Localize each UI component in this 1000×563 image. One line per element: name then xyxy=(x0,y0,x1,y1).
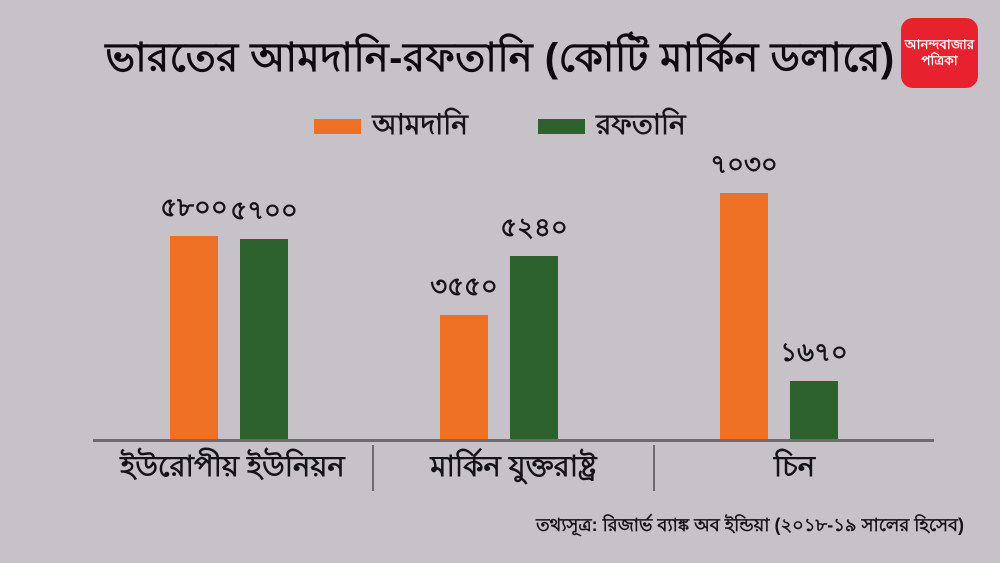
legend-label-imports: আমদানি xyxy=(372,109,469,140)
plot-area: ৫৮০০ ৩৫৫০ ৭০৩০ ৫৭০০ ৫২৪০ ১৬৭০ xyxy=(93,149,934,442)
bar-value-label-import-0: ৫৮০০ xyxy=(160,192,228,222)
exports-color-swatch xyxy=(538,119,586,134)
bar-value-label-export-1: ৫২৪০ xyxy=(500,212,568,242)
legend-item-exports: রফতানি xyxy=(538,103,686,150)
logo-text-line2: পত্রিকা xyxy=(921,53,958,68)
bar-value-label-import-1: ৩৫৫০ xyxy=(430,271,498,301)
bar-import-1 xyxy=(440,315,488,439)
bar-import-0 xyxy=(170,236,218,439)
x-axis-category-row: ইউরোপীয় ইউনিয়ন মার্কিন যুক্তরাষ্ট্র চি… xyxy=(93,445,934,491)
chart-title: ভারতের আমদানি-রফতানি (কোটি মার্কিন ডলারে… xyxy=(105,36,895,80)
bar-import-2 xyxy=(720,193,768,439)
legend-label-exports: রফতানি xyxy=(596,109,686,140)
source-note: তথ্যসূত্র: রিজার্ভ ব্যাঙ্ক অব ইন্ডিয়া (… xyxy=(536,515,964,535)
category-label-china: চিন xyxy=(653,445,934,491)
chart-legend: আমদানি রফতানি xyxy=(0,103,1000,150)
anandabazar-patrika-logo: আনন্দবাজার পত্রিকা xyxy=(901,18,978,88)
category-label-united-states: মার্কিন যুক্তরাষ্ট্র xyxy=(372,445,653,491)
bar-value-label-import-2: ৭০৩০ xyxy=(710,149,778,179)
bar-export-2 xyxy=(790,381,838,439)
legend-item-imports: আমদানি xyxy=(314,103,468,150)
bar-export-0 xyxy=(240,239,288,439)
category-label-european-union: ইউরোপীয় ইউনিয়ন xyxy=(120,450,345,483)
logo-text-line1: আনন্দবাজার xyxy=(904,37,975,53)
bar-export-1 xyxy=(510,256,558,439)
bar-value-label-export-0: ৫৭০০ xyxy=(230,195,298,225)
imports-color-swatch xyxy=(314,119,362,134)
bar-value-label-export-2: ১৬৭০ xyxy=(780,337,848,367)
